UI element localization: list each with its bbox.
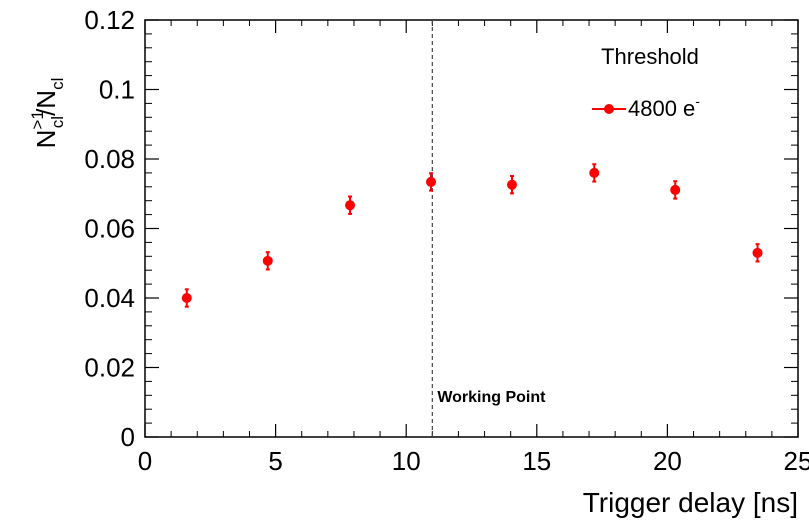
y-axis-title-sub: cl (48, 116, 67, 128)
x-tick-label: 20 (653, 446, 682, 476)
data-point (589, 167, 600, 178)
legend: Threshold 4800 e- (592, 44, 700, 121)
y-tick-label: 0.06 (84, 214, 135, 244)
data-point (262, 255, 273, 266)
x-tick-label: 5 (268, 446, 282, 476)
legend-entry-label: 4800 e (628, 96, 695, 121)
data-points (181, 163, 763, 308)
y-axis-title-sup: >1 (28, 110, 47, 129)
y-axis-title-main: N (31, 130, 61, 149)
data-point (181, 293, 192, 303)
data-point (506, 179, 517, 190)
x-axis-title: Trigger delay [ns] (583, 487, 798, 518)
legend-title: Threshold (601, 44, 699, 69)
y-tick-label: 0.08 (84, 144, 135, 174)
ticks: 0 5 10 15 20 25 0 0.02 0.04 0.06 0.08 0.1 0.12 (84, 5, 809, 476)
data-point (345, 200, 356, 211)
y-axis-title-main2: N (31, 90, 61, 109)
x-tick-label: 0 (138, 446, 152, 476)
axes (144, 19, 799, 438)
legend-entry: 4800 e- (628, 93, 700, 121)
data-point (426, 176, 437, 187)
y-axis-title-sub2: cl (48, 78, 67, 90)
legend-marker (604, 104, 614, 114)
legend-entry-sup: - (695, 93, 700, 109)
x-tick-label: 25 (784, 446, 809, 476)
data-point (670, 184, 681, 195)
y-axis-title: N>1cl/Ncl (28, 78, 67, 149)
y-tick-label: 0 (121, 422, 135, 452)
y-tick-label: 0.1 (99, 75, 135, 105)
y-tick-label: 0.02 (84, 353, 135, 383)
data-point (752, 247, 763, 258)
y-tick-label: 0.04 (84, 283, 135, 313)
y-tick-label: 0.12 (84, 5, 135, 35)
plot-frame (144, 19, 799, 438)
x-tick-label: 15 (522, 446, 551, 476)
y-axis-title-slash: / (31, 108, 61, 116)
x-tick-label: 10 (392, 446, 421, 476)
working-point-label: Working Point (437, 389, 546, 406)
